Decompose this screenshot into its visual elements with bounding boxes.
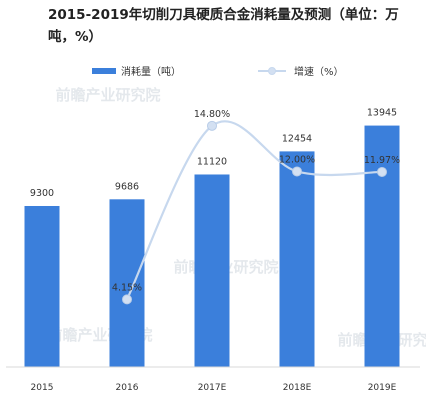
growth-line: [126, 120, 383, 300]
legend: 消耗量（吨） 增速（%）: [92, 65, 344, 78]
bar-value-label: 11120: [197, 156, 227, 167]
watermark-text: 前瞻产业研究院: [55, 86, 160, 104]
chart-title: 2015-2019年切削刀具硬质合金消耗量及预测（单位：万吨，%）: [48, 7, 399, 45]
bar-2016: [109, 199, 145, 367]
x-tick-label: 2016: [116, 383, 139, 393]
x-tick-label: 2015: [31, 383, 54, 393]
bar-value-label: 9300: [30, 188, 54, 199]
growth-point-2017E: [207, 120, 217, 131]
x-tick-label: 2018E: [283, 383, 312, 393]
growth-point-2016: [122, 294, 132, 305]
bar-2015: [24, 205, 60, 367]
growth-point-2019E: [377, 166, 387, 177]
bar-value-label: 9686: [115, 181, 139, 192]
legend-line-label: 增速（%）: [294, 65, 344, 78]
growth-rate-label: 14.80%: [194, 109, 230, 120]
bar-2018E: [279, 151, 315, 367]
line-series: 4.15% 14.80% 12.00% 11.97%: [112, 109, 400, 305]
bar-value-label: 13945: [367, 108, 397, 119]
growth-rate-label: 11.97%: [364, 155, 400, 166]
bar-value-label: 12454: [282, 133, 312, 144]
legend-bar-swatch: [92, 68, 116, 74]
x-axis-ticks: 2015 2016 2017E 2018E 2019E: [31, 383, 397, 393]
bar-2017E: [194, 174, 230, 367]
growth-point-2018E: [292, 166, 302, 177]
legend-line-marker: [268, 67, 276, 75]
bar-series: 9300 9686 11120 12454 13945: [24, 108, 400, 368]
x-tick-label: 2017E: [198, 383, 227, 393]
growth-rate-label: 12.00%: [279, 154, 315, 165]
bar-2019E: [364, 125, 400, 368]
legend-bar-label: 消耗量（吨）: [121, 65, 181, 78]
x-tick-label: 2019E: [368, 383, 397, 393]
growth-rate-label: 4.15%: [112, 282, 142, 293]
